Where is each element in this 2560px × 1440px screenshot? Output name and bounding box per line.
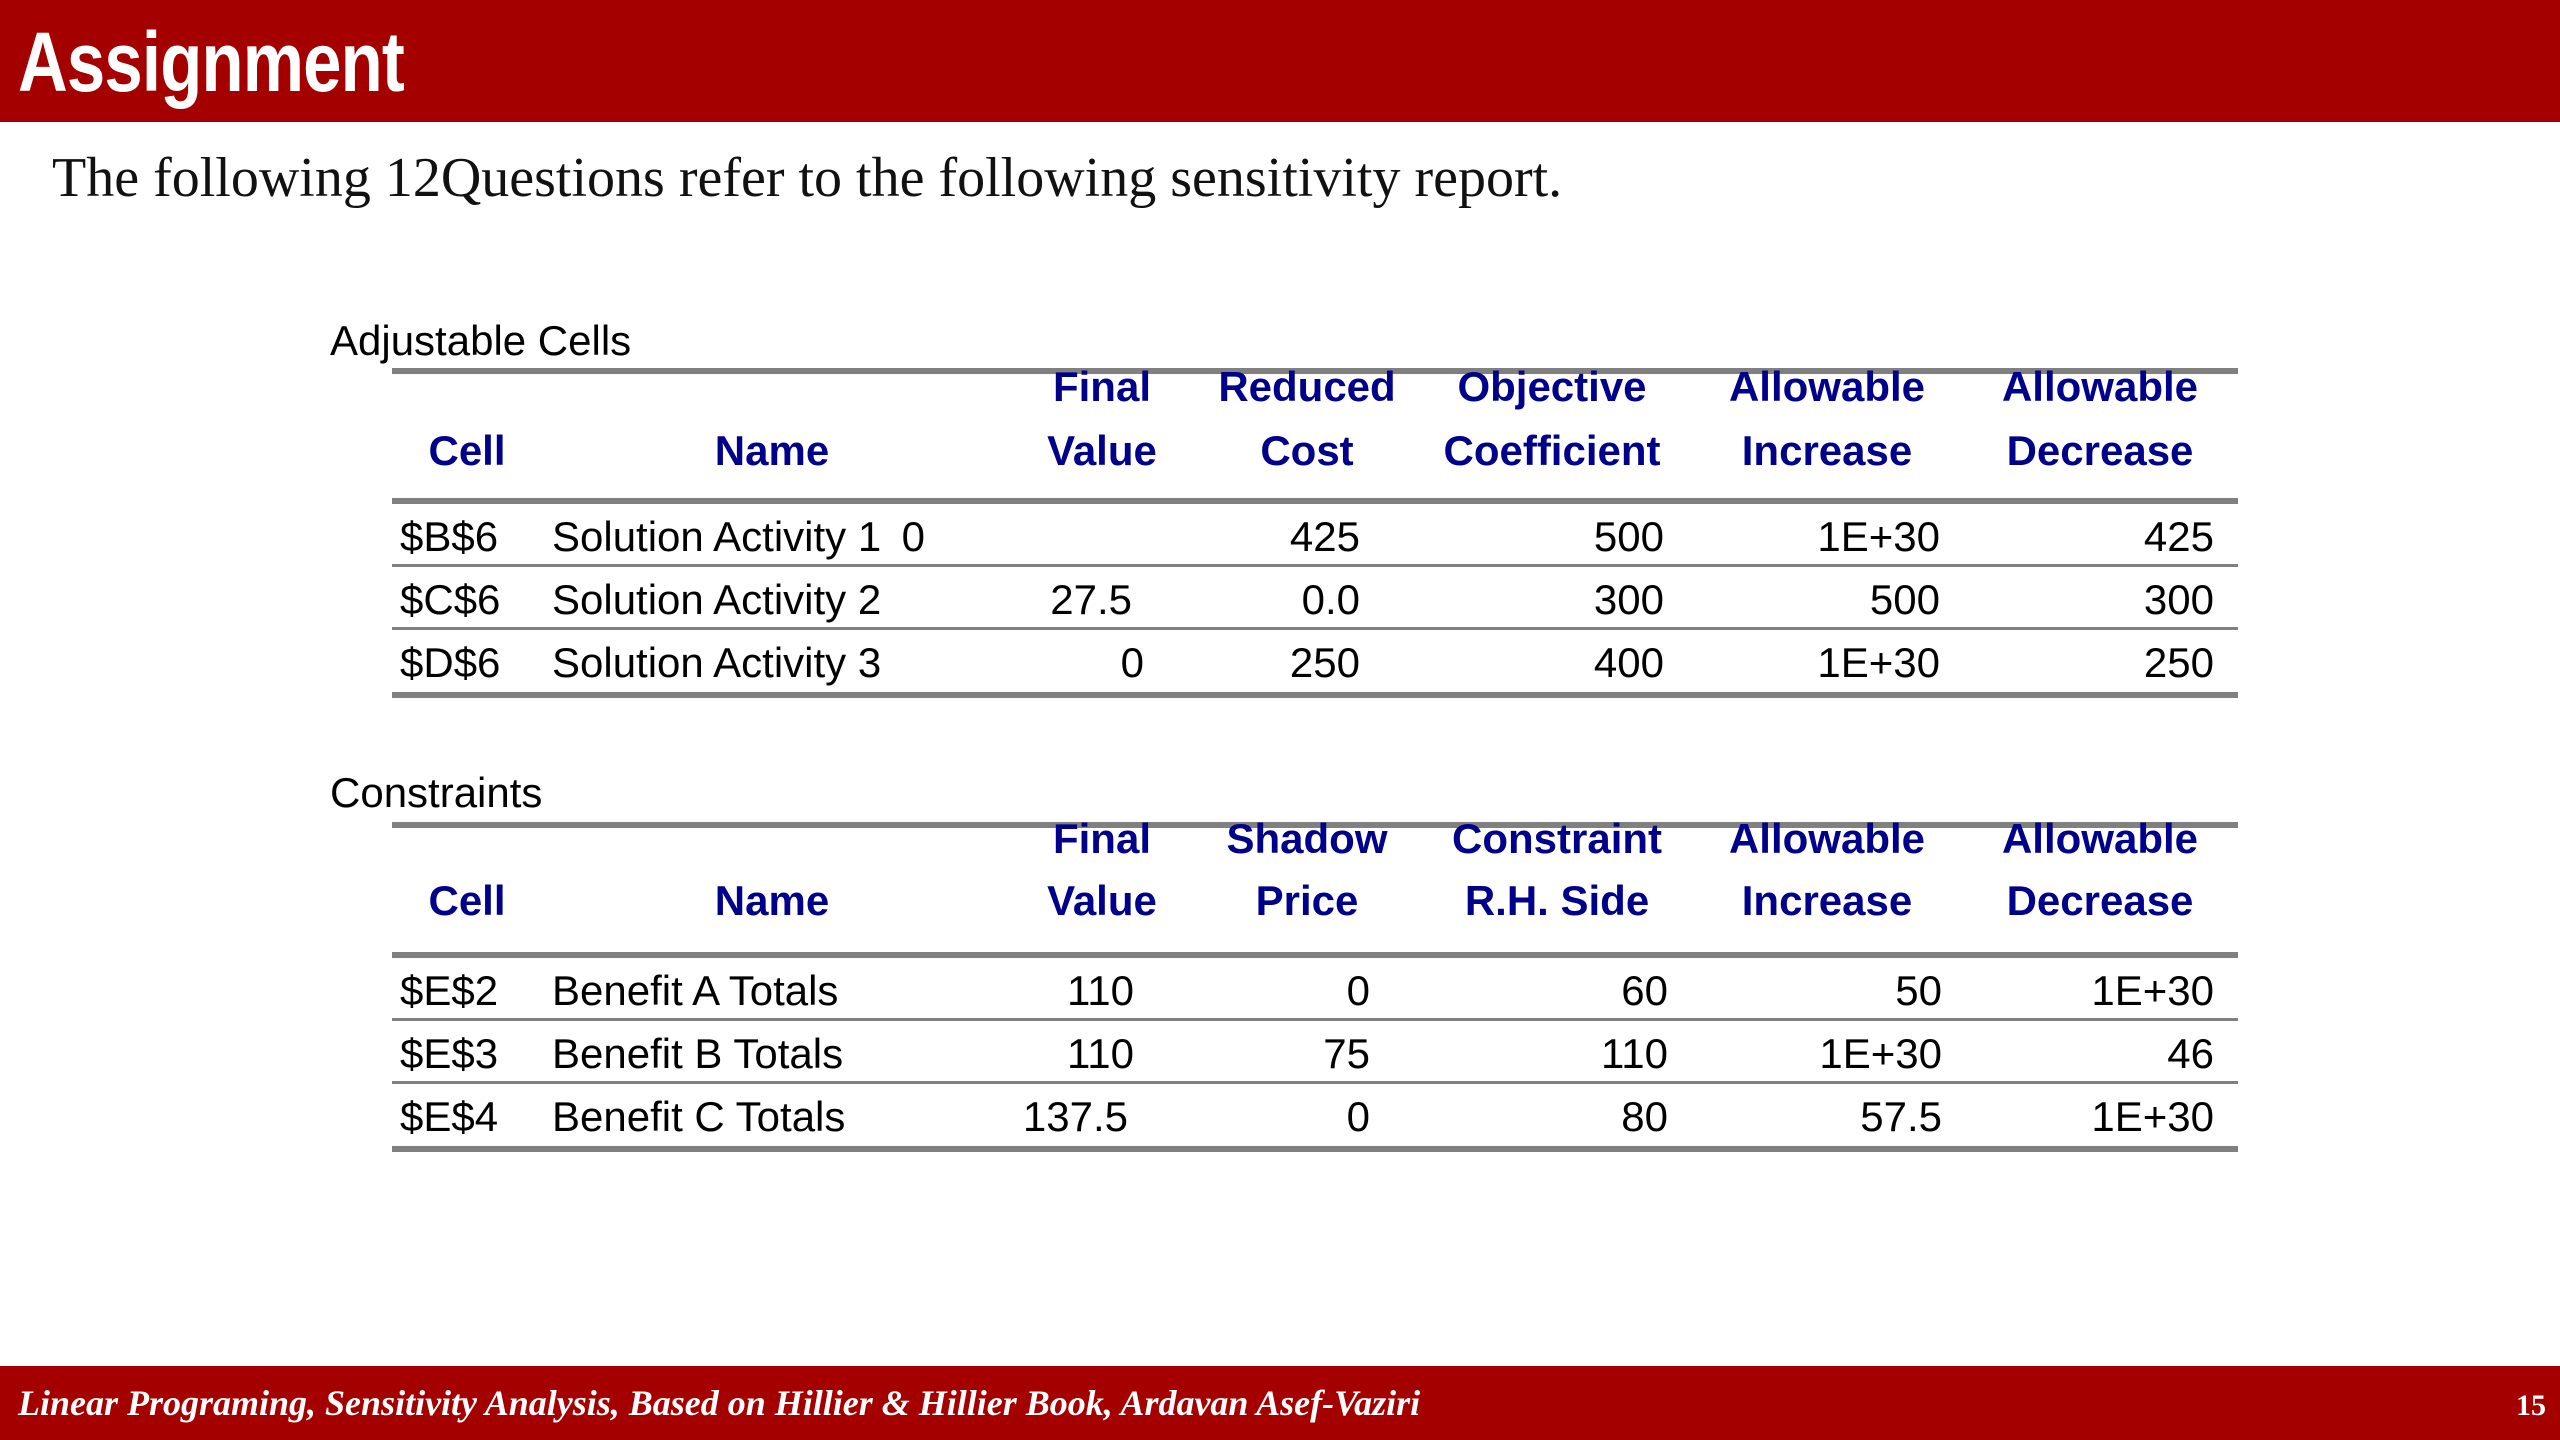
table-cell: 0	[901, 513, 925, 560]
table-cell: 250	[1289, 639, 1360, 686]
header-objective-line2: Coefficient	[1443, 427, 1661, 474]
header-objective-line1: Objective	[1457, 363, 1647, 410]
header-name: Name	[714, 427, 830, 474]
table-cell: 75	[1323, 1030, 1370, 1077]
table-cell: 27.5	[1050, 576, 1132, 623]
adjustable-cells-table: Cell Name Final Value Reduced Cost Objec…	[392, 363, 2238, 702]
table-rule-bottom	[392, 692, 2238, 698]
table-cell: 1E+30	[2091, 967, 2214, 1014]
table-rule-row	[392, 627, 2238, 630]
header-constraint-line2: R.H. Side	[1464, 877, 1650, 924]
header-final-line1: Final	[1052, 815, 1151, 862]
table-cell: 1E+30	[2091, 1093, 2214, 1140]
table-cell: 57.5	[1860, 1093, 1942, 1140]
header-allow-dec-line1: Allowable	[2001, 815, 2199, 862]
header-constraint-line1: Constraint	[1452, 815, 1662, 862]
table-cell: 500	[1869, 576, 1940, 623]
constraints-label: Constraints	[330, 769, 543, 816]
header-reduced-line2: Cost	[1260, 427, 1354, 474]
table-rule-header	[392, 952, 2238, 958]
table-cell: 0.0	[1301, 576, 1360, 623]
header-cell: Cell	[428, 427, 506, 474]
table-rule-row	[392, 564, 2238, 567]
table-cell: 300	[2143, 576, 2214, 623]
header-reduced-line1: Reduced	[1218, 363, 1396, 410]
header-name: Name	[714, 877, 830, 924]
table-cell: $E$4	[400, 1093, 499, 1140]
table-cell: $D$6	[400, 639, 501, 686]
header-cell: Cell	[428, 877, 506, 924]
header-allow-inc-line1: Allowable	[1728, 363, 1926, 410]
header-allow-inc-line1: Allowable	[1728, 815, 1926, 862]
header-final-line2: Value	[1047, 427, 1157, 474]
page-number: 15	[2516, 1389, 2546, 1422]
table-cell: Solution Activity 3	[552, 639, 882, 686]
table-cell: Benefit A Totals	[552, 967, 839, 1014]
table-cell: Benefit B Totals	[552, 1030, 844, 1077]
table-cell: 80	[1621, 1093, 1668, 1140]
header-shadow-line1: Shadow	[1226, 815, 1388, 862]
table-cell: 500	[1593, 513, 1664, 560]
table-cell: 137.5	[1022, 1093, 1128, 1140]
table-cell: 300	[1593, 576, 1664, 623]
table-cell: Solution Activity 2	[552, 576, 882, 623]
table-cell: 425	[2143, 513, 2214, 560]
footer-bar: Linear Programing, Sensitivity Analysis,…	[0, 1366, 2560, 1440]
table-rule-top	[392, 368, 2238, 374]
table-cell: Solution Activity 1	[552, 513, 882, 560]
table-cell: 110	[1601, 1030, 1668, 1077]
table-rule-row	[392, 1081, 2238, 1084]
table-cell: 60	[1621, 967, 1668, 1014]
table-cell: 110	[1067, 1030, 1134, 1077]
table-cell: 0	[1346, 1093, 1370, 1140]
header-allow-inc-line2: Increase	[1741, 877, 1913, 924]
table-cell: 1E+30	[1817, 513, 1940, 560]
table-cell: 110	[1067, 967, 1134, 1014]
slide-title: Assignment	[18, 15, 405, 109]
slide-subtitle: The following 12Questions refer to the f…	[52, 147, 1563, 209]
table-cell: 0	[1120, 639, 1144, 686]
table-cell: $E$2	[400, 967, 499, 1014]
header-allow-dec-line2: Decrease	[2006, 877, 2194, 924]
table-cell: 250	[2143, 639, 2214, 686]
footer-citation: Linear Programing, Sensitivity Analysis,…	[18, 1383, 1421, 1423]
header-final-line2: Value	[1047, 877, 1157, 924]
header-allow-dec-line1: Allowable	[2001, 363, 2199, 410]
constraints-table: Cell Name Final Value Shadow Price Const…	[392, 815, 2238, 1156]
table-rule-row	[392, 1018, 2238, 1021]
table-cell: 400	[1593, 639, 1664, 686]
header-final-line1: Final	[1052, 363, 1151, 410]
header-shadow-line2: Price	[1255, 877, 1359, 924]
table-rule-top	[392, 822, 2238, 828]
table-cell: $E$3	[400, 1030, 499, 1077]
table-cell: 425	[1289, 513, 1360, 560]
table-cell: 1E+30	[1819, 1030, 1942, 1077]
header-allow-dec-line2: Decrease	[2006, 427, 2194, 474]
title-bar: Assignment	[0, 0, 2560, 122]
table-cell: $B$6	[400, 513, 499, 560]
table-cell: 0	[1346, 967, 1370, 1014]
table-cell: Benefit C Totals	[552, 1093, 846, 1140]
table-cell: 50	[1895, 967, 1942, 1014]
header-allow-inc-line2: Increase	[1741, 427, 1913, 474]
table-cell: $C$6	[400, 576, 501, 623]
table-cell: 1E+30	[1817, 639, 1940, 686]
table-rule-bottom	[392, 1146, 2238, 1152]
table-cell: 46	[2167, 1030, 2214, 1077]
table-rule-header	[392, 498, 2238, 504]
adjustable-cells-label: Adjustable Cells	[330, 317, 632, 364]
